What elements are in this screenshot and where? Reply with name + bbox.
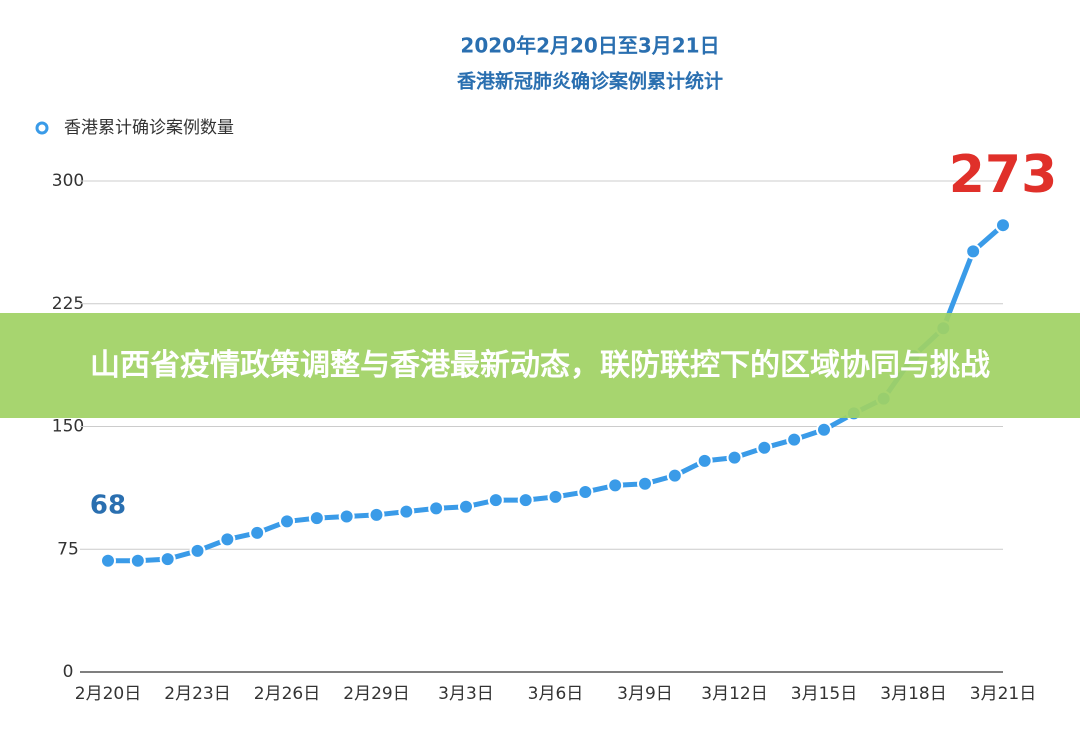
y-tick-label: 300	[52, 171, 84, 191]
chart-title: 2020年2月20日至3月21日	[460, 34, 719, 58]
x-tick-label: 3月6日	[528, 684, 584, 704]
data-point	[219, 531, 236, 548]
data-point	[338, 508, 355, 525]
data-point	[517, 492, 534, 509]
y-tick-label: 150	[52, 417, 84, 437]
y-tick-label: 0	[63, 662, 74, 682]
data-point	[249, 524, 266, 541]
data-point	[487, 492, 504, 509]
data-point	[965, 243, 982, 260]
x-tick-label: 3月3日	[438, 684, 494, 704]
x-tick-label: 2月29日	[343, 684, 409, 704]
x-tick-label: 2月20日	[75, 684, 141, 704]
x-tick-label: 3月21日	[970, 684, 1036, 704]
data-point	[637, 475, 653, 492]
data-point	[666, 467, 683, 484]
y-tick-label: 75	[57, 539, 79, 559]
data-point	[577, 483, 594, 500]
data-point	[726, 449, 743, 466]
data-point	[816, 421, 832, 438]
legend-marker	[35, 121, 49, 135]
x-tick-label: 3月9日	[617, 684, 673, 704]
data-point	[786, 431, 803, 448]
x-tick-label: 2月26日	[254, 684, 320, 704]
data-point	[756, 439, 773, 456]
data-point	[129, 552, 146, 569]
data-label: 68	[90, 491, 126, 521]
data-point	[398, 503, 415, 520]
x-tick-label: 3月15日	[791, 684, 857, 704]
data-point	[189, 542, 206, 559]
x-tick-label: 2月23日	[164, 684, 230, 704]
banner-text: 山西省疫情政策调整与香港最新动态，联防联控下的区域协同与挑战	[90, 347, 990, 383]
legend-label: 香港累计确诊案例数量	[64, 118, 234, 138]
data-point	[547, 488, 564, 505]
x-tick-label: 3月18日	[880, 684, 946, 704]
data-point	[696, 452, 713, 469]
y-tick-label: 225	[52, 294, 84, 314]
data-point	[279, 513, 295, 530]
data-point	[100, 552, 116, 569]
data-point	[995, 217, 1011, 234]
data-point	[607, 477, 624, 494]
x-tick-label: 3月12日	[701, 684, 767, 704]
data-point	[368, 506, 385, 523]
chart-subtitle: 香港新冠肺炎确诊案例累计统计	[456, 70, 723, 93]
banner: 山西省疫情政策调整与香港最新动态，联防联控下的区域协同与挑战	[0, 313, 1080, 418]
data-point	[308, 510, 325, 527]
data-point	[428, 500, 445, 517]
data-label: 273	[949, 145, 1058, 205]
data-point	[458, 498, 474, 515]
data-point	[159, 551, 176, 568]
